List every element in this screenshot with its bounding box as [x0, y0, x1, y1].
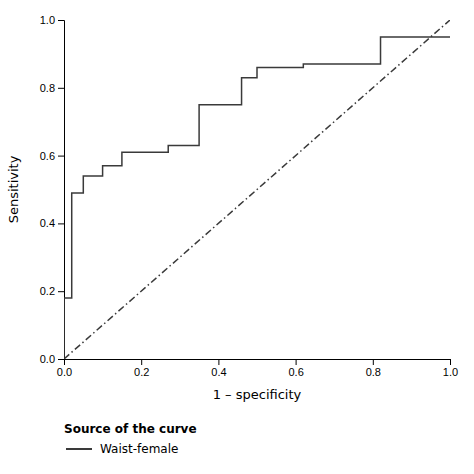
- tick: 0.2: [40, 285, 64, 297]
- chart: 0.0 0.2 0.4 0.6 0.8 1.0 0.0 0.2 0.4 0.6 0.8 1.0 1 – …: [0, 0, 474, 474]
- tick-label: 1.0: [443, 366, 458, 378]
- tick: 0.0: [57, 359, 72, 378]
- tick: 0.4: [40, 217, 64, 229]
- x-axis-title: 1 – specificity: [213, 387, 302, 402]
- tick: 0.4: [211, 359, 226, 378]
- tick-label: 0.0: [40, 353, 55, 365]
- tick-mark: [58, 88, 64, 89]
- marks: [64, 20, 450, 359]
- legend-swatch: [66, 448, 92, 450]
- tick: 0.6: [288, 359, 303, 378]
- legend-title: Source of the curve: [64, 422, 197, 436]
- tick-label: 0.6: [40, 150, 55, 162]
- tick: 0.2: [134, 359, 149, 378]
- tick-label: 0.8: [40, 82, 55, 94]
- tick: 0.6: [40, 150, 64, 162]
- tick-mark: [58, 156, 64, 157]
- tick: 0.8: [366, 359, 381, 378]
- line: [64, 37, 450, 359]
- tick: 0.8: [40, 82, 64, 94]
- tick: 0.0: [40, 353, 64, 365]
- tick-mark: [58, 291, 64, 292]
- tick-label: 0.4: [211, 366, 226, 378]
- tick-mark: [373, 359, 374, 365]
- tick-label: 0.2: [134, 366, 149, 378]
- tick-label: 0.4: [40, 217, 55, 229]
- axis-line: [65, 360, 451, 366]
- tick-mark: [296, 359, 297, 365]
- tick-label: 0.2: [40, 285, 55, 297]
- tick-mark: [141, 359, 142, 365]
- tick-label: 0.0: [57, 366, 72, 378]
- tick-mark: [58, 20, 64, 21]
- axis-line: [58, 21, 65, 360]
- line: [64, 20, 450, 359]
- tick-mark: [450, 359, 451, 365]
- tick-label: 0.6: [288, 366, 303, 378]
- y-axis: 0.0 0.2 0.4 0.6 0.8 1.0: [40, 14, 65, 365]
- legend-label: Waist-female: [100, 442, 178, 456]
- y-axis-title: Sensitivity: [6, 155, 21, 223]
- tick-label: 0.8: [366, 366, 381, 378]
- tick: 1.0: [443, 359, 458, 378]
- legend-item: Waist-female: [66, 442, 178, 456]
- legend: Source of the curve Waist-female: [64, 422, 197, 456]
- x-axis: 0.0 0.2 0.4 0.6 0.8 1.0: [57, 359, 458, 378]
- plot: 0.0 0.2 0.4 0.6 0.8 1.0 0.0 0.2 0.4 0.6 0.8 1.0 1 – …: [6, 14, 458, 456]
- tick: 1.0: [40, 14, 64, 26]
- tick-mark: [58, 359, 64, 360]
- tick-mark: [218, 359, 219, 365]
- tick-mark: [58, 223, 64, 224]
- tick-label: 1.0: [40, 14, 55, 26]
